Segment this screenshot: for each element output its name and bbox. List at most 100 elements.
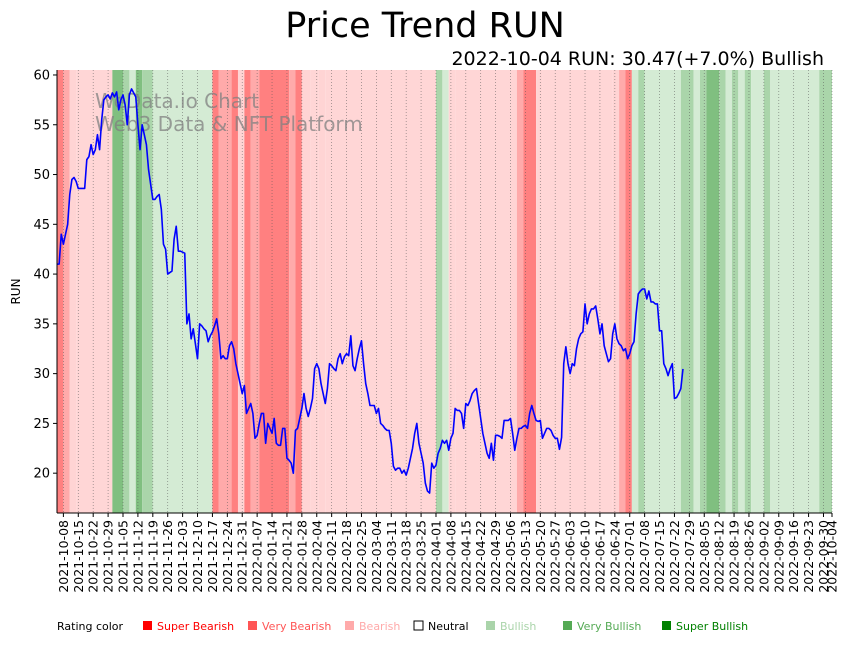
x-tick-label: 2021-10-08 xyxy=(56,520,71,593)
x-tick-label: 2021-11-12 xyxy=(130,520,145,593)
rating-band xyxy=(57,70,64,513)
y-tick-label: 55 xyxy=(33,118,50,133)
x-tick-label: 2022-02-11 xyxy=(324,520,339,593)
x-tick-label: 2022-08-05 xyxy=(697,520,712,593)
rating-band xyxy=(295,70,302,513)
x-tick-label: 2022-03-25 xyxy=(414,520,429,593)
x-tick-label: 2022-07-01 xyxy=(622,520,637,593)
y-tick-label: 40 xyxy=(33,268,50,283)
x-tick-label: 2021-12-31 xyxy=(235,520,250,593)
x-tick-label: 2022-03-18 xyxy=(399,520,414,593)
rating-band xyxy=(301,70,311,513)
x-tick-label: 2022-09-16 xyxy=(786,520,801,593)
x-tick-label: 2022-04-08 xyxy=(443,520,458,593)
x-tick-label: 2021-11-05 xyxy=(116,520,131,593)
legend-label: Bullish xyxy=(500,620,536,633)
rating-band xyxy=(751,70,764,513)
legend-swatch xyxy=(413,620,424,631)
y-tick-label: 50 xyxy=(33,168,50,183)
x-tick-label: 2022-09-30 xyxy=(816,520,831,593)
rating-band xyxy=(523,70,537,513)
x-tick-label: 2022-05-06 xyxy=(503,520,518,593)
y-tick-label: 25 xyxy=(33,417,50,432)
x-tick-label: 2022-06-17 xyxy=(592,520,607,593)
legend-label: Very Bullish xyxy=(577,620,641,633)
x-tick-label: 2022-07-22 xyxy=(667,520,682,593)
rating-band xyxy=(680,70,694,513)
y-tick-label: 45 xyxy=(33,218,50,233)
rating-band xyxy=(237,70,245,513)
rating-band xyxy=(448,70,456,513)
x-tick-label: 2022-09-23 xyxy=(801,520,816,593)
x-tick-label: 2022-01-21 xyxy=(279,520,294,593)
rating-band xyxy=(725,70,732,513)
rating-band xyxy=(731,70,739,513)
x-tick-label: 2022-02-18 xyxy=(339,520,354,593)
x-tick-label: 2022-08-19 xyxy=(727,520,742,593)
rating-band xyxy=(289,70,296,513)
rating-band xyxy=(142,70,153,513)
x-tick-label: 2022-04-01 xyxy=(428,520,443,593)
rating-band xyxy=(542,70,613,513)
watermark-line-2: Web3 Data & NFT Platform xyxy=(95,112,363,136)
x-tick-label: 2021-12-03 xyxy=(175,520,190,593)
x-tick-label: 2022-06-24 xyxy=(607,520,622,593)
x-tick-label: 2022-03-04 xyxy=(369,520,384,593)
rating-band xyxy=(259,70,290,513)
legend-label: Super Bearish xyxy=(157,620,234,633)
rating-bands xyxy=(57,70,832,513)
legend-swatch xyxy=(563,621,572,630)
rating-band xyxy=(112,70,124,513)
x-tick-label: 2021-12-10 xyxy=(190,520,205,593)
rating-band xyxy=(76,70,113,513)
x-tick-label: 2022-05-20 xyxy=(533,520,548,593)
rating-band xyxy=(310,70,319,513)
x-tick-label: 2021-10-15 xyxy=(71,520,86,593)
rating-band xyxy=(719,70,726,513)
rating-band xyxy=(536,70,543,513)
y-axis-ticks: 20 25 30 35 40 45 50 55 60 xyxy=(33,68,57,482)
x-tick-label: 2022-10-04 xyxy=(825,520,840,593)
x-tick-label: 2022-08-12 xyxy=(712,520,727,593)
legend-label: Neutral xyxy=(428,620,469,633)
rating-band xyxy=(619,70,626,513)
price-series-line xyxy=(57,88,684,494)
x-tick-label: 2022-08-26 xyxy=(741,520,756,593)
x-tick-label: 2022-07-08 xyxy=(637,520,652,593)
x-tick-label: 2022-06-10 xyxy=(578,520,593,593)
rating-band xyxy=(706,70,720,513)
x-tick-label: 2022-04-15 xyxy=(458,520,473,593)
x-tick-label: 2022-01-07 xyxy=(250,520,265,593)
rating-band xyxy=(318,70,326,513)
y-tick-label: 20 xyxy=(33,467,50,482)
x-tick-label: 2021-10-29 xyxy=(101,520,116,593)
rating-band xyxy=(435,70,443,513)
watermark: WeData.io Chart Web3 Data & NFT Platform xyxy=(95,89,363,136)
rating-band xyxy=(699,70,707,513)
x-tick-label: 2021-12-17 xyxy=(205,520,220,593)
x-tick-label: 2022-03-11 xyxy=(384,520,399,593)
legend-label: Very Bearish xyxy=(262,620,331,633)
x-tick-label: 2022-05-13 xyxy=(518,520,533,593)
rating-band xyxy=(744,70,752,513)
rating-band xyxy=(250,70,260,513)
rating-band xyxy=(631,70,639,513)
rating-band xyxy=(612,70,620,513)
rating-band xyxy=(123,70,130,513)
x-tick-label: 2022-04-29 xyxy=(488,520,503,593)
legend-label: Super Bullish xyxy=(676,620,748,633)
x-tick-label: 2022-09-02 xyxy=(756,520,771,593)
rating-band xyxy=(516,70,524,513)
rating-band xyxy=(218,70,232,513)
y-tick-label: 35 xyxy=(33,317,50,332)
x-tick-label: 2022-04-22 xyxy=(473,520,488,593)
rating-band xyxy=(738,70,745,513)
rating-band xyxy=(644,70,681,513)
chart-title: Price Trend RUN xyxy=(285,6,565,46)
rating-band xyxy=(770,70,820,513)
x-tick-label: 2021-11-19 xyxy=(145,520,160,593)
legend-swatch xyxy=(662,621,671,630)
rating-band xyxy=(625,70,632,513)
